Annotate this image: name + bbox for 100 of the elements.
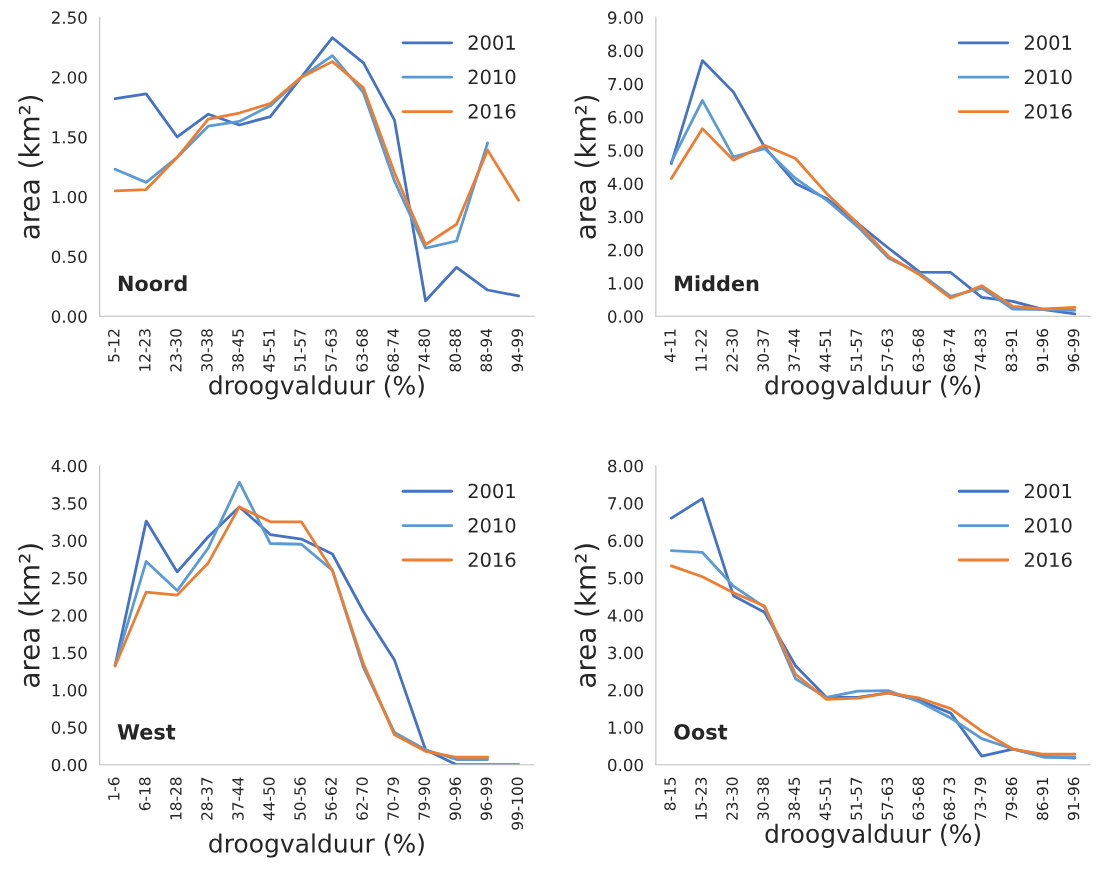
y-tick-label: 3.50	[51, 497, 87, 510]
x-tick-label: 73-79	[974, 777, 987, 820]
legend-label: 2016	[468, 103, 516, 119]
x-tick-label: 5-12	[108, 329, 120, 362]
x-tick-label: 57-63	[881, 329, 894, 372]
x-tick-label: 74-80	[418, 329, 430, 372]
legend-label: 2001	[468, 483, 515, 499]
x-tick-label: 45-51	[819, 777, 831, 821]
annotation: Noord	[118, 275, 187, 292]
x-tick-label: 63-68	[912, 329, 925, 372]
x-tick-label: 8-15	[664, 777, 676, 811]
y-tick-label: 7.00	[608, 77, 643, 91]
y-tick-label: 7.00	[608, 497, 643, 510]
y-tick-label: 2.00	[51, 609, 87, 622]
x-tick-label: 99-100	[511, 777, 524, 830]
y-tick-label: 6.00	[608, 110, 643, 124]
y-tick-label: 9.00	[607, 11, 643, 24]
x-tick-label: 68-74	[943, 328, 956, 372]
y-axis-title: area (km²)	[18, 95, 44, 239]
y-tick-label: 8.00	[608, 459, 643, 473]
x-tick-label: 88-94	[480, 328, 493, 372]
x-axis-title: droogvalduur (%)	[765, 823, 981, 848]
y-tick-label: 1.50	[52, 130, 87, 144]
x-tick-label: 91-96	[1036, 329, 1049, 372]
x-tick-label: 45-51	[263, 329, 275, 372]
y-tick-label: 0.00	[51, 310, 87, 323]
y-axis-title: area (km²)	[18, 544, 44, 687]
x-tick-label: 79-90	[418, 777, 430, 820]
y-axis-title: area (km²)	[574, 95, 600, 239]
x-tick-label: 96-99	[1067, 329, 1080, 372]
legend-label: 2001	[468, 35, 515, 50]
x-tick-label: 96-99	[480, 777, 493, 820]
y-tick-label: 2.50	[51, 571, 87, 585]
x-tick-label: 74-83	[974, 329, 987, 372]
x-tick-label: 80-88	[449, 329, 462, 372]
x-tick-label: 37-44	[232, 777, 244, 820]
x-tick-label: 38-45	[232, 329, 244, 372]
x-tick-label: 30-37	[757, 329, 769, 372]
x-axis-title: droogvalduur (%)	[209, 833, 424, 858]
legend-label: 2010	[468, 69, 516, 85]
x-tick-label: 56-62	[325, 778, 337, 820]
legend-label: 2001	[1024, 483, 1072, 499]
y-tick-label: 2.00	[608, 243, 643, 257]
x-tick-label: 38-45	[788, 777, 800, 820]
y-tick-label: 8.00	[608, 44, 643, 58]
legend-label: 2016	[1024, 552, 1072, 568]
x-tick-label: 12-23	[139, 329, 151, 371]
y-tick-label: 1.00	[52, 683, 87, 697]
x-tick-label: 62-70	[356, 777, 368, 820]
y-tick-label: 3.00	[51, 534, 87, 548]
x-tick-label: 94-99	[511, 329, 524, 372]
annotation: Oost	[674, 724, 728, 740]
y-tick-label: 4.00	[51, 459, 87, 473]
x-tick-label: 37-44	[788, 328, 800, 372]
x-tick-label: 11-22	[695, 329, 707, 371]
y-tick-label: 1.50	[52, 646, 87, 660]
legend-label: 2001	[1024, 35, 1072, 50]
x-tick-label: 1-6	[108, 777, 120, 800]
x-tick-label: 68-73	[943, 777, 956, 820]
x-tick-label: 68-74	[387, 328, 399, 372]
x-tick-label: 83-91	[1005, 329, 1018, 372]
x-tick-label: 79-86	[1005, 777, 1018, 820]
x-tick-label: 90-96	[449, 777, 462, 820]
x-tick-label: 57-63	[881, 777, 894, 820]
y-tick-label: 3.00	[608, 646, 643, 660]
x-tick-label: 63-68	[912, 777, 925, 820]
x-axis-title: droogvalduur (%)	[209, 375, 424, 400]
x-tick-label: 57-63	[325, 329, 337, 372]
x-tick-label: 44-50	[263, 777, 275, 821]
x-tick-label: 28-37	[201, 777, 213, 820]
x-tick-label: 91-96	[1067, 777, 1080, 820]
x-tick-label: 50-56	[294, 777, 306, 820]
legend-label: 2016	[468, 552, 516, 568]
x-tick-label: 86-91	[1036, 777, 1049, 820]
x-tick-label: 51-57	[850, 777, 863, 820]
annotation: West	[117, 724, 176, 740]
y-tick-label: 1.00	[52, 190, 87, 204]
y-tick-label: 0.50	[51, 721, 87, 734]
legend-label: 2010	[1024, 69, 1072, 85]
annotation: Midden	[675, 275, 759, 292]
y-tick-label: 0.00	[608, 758, 643, 772]
x-tick-label: 4-11	[664, 329, 676, 363]
legend-label: 2010	[1024, 518, 1072, 533]
y-tick-label: 2.00	[51, 71, 87, 84]
y-tick-label: 4.00	[607, 177, 643, 191]
legend-label: 2010	[468, 518, 516, 533]
y-tick-label: 1.00	[608, 277, 643, 290]
x-tick-label: 70-79	[387, 777, 399, 820]
x-tick-label: 30-38	[201, 329, 213, 372]
y-tick-label: 0.00	[608, 310, 643, 323]
x-tick-label: 18-28	[170, 777, 182, 820]
y-tick-label: 6.00	[608, 534, 643, 548]
y-tick-label: 5.00	[608, 571, 643, 585]
x-tick-label: 30-38	[757, 777, 769, 820]
y-tick-label: 5.00	[608, 144, 643, 157]
x-tick-label: 23-30	[170, 329, 182, 372]
y-axis-title: area (km²)	[574, 544, 600, 687]
y-tick-label: 4.00	[607, 609, 643, 622]
legend-label: 2016	[1024, 103, 1072, 119]
x-tick-label: 6-18	[139, 777, 151, 811]
